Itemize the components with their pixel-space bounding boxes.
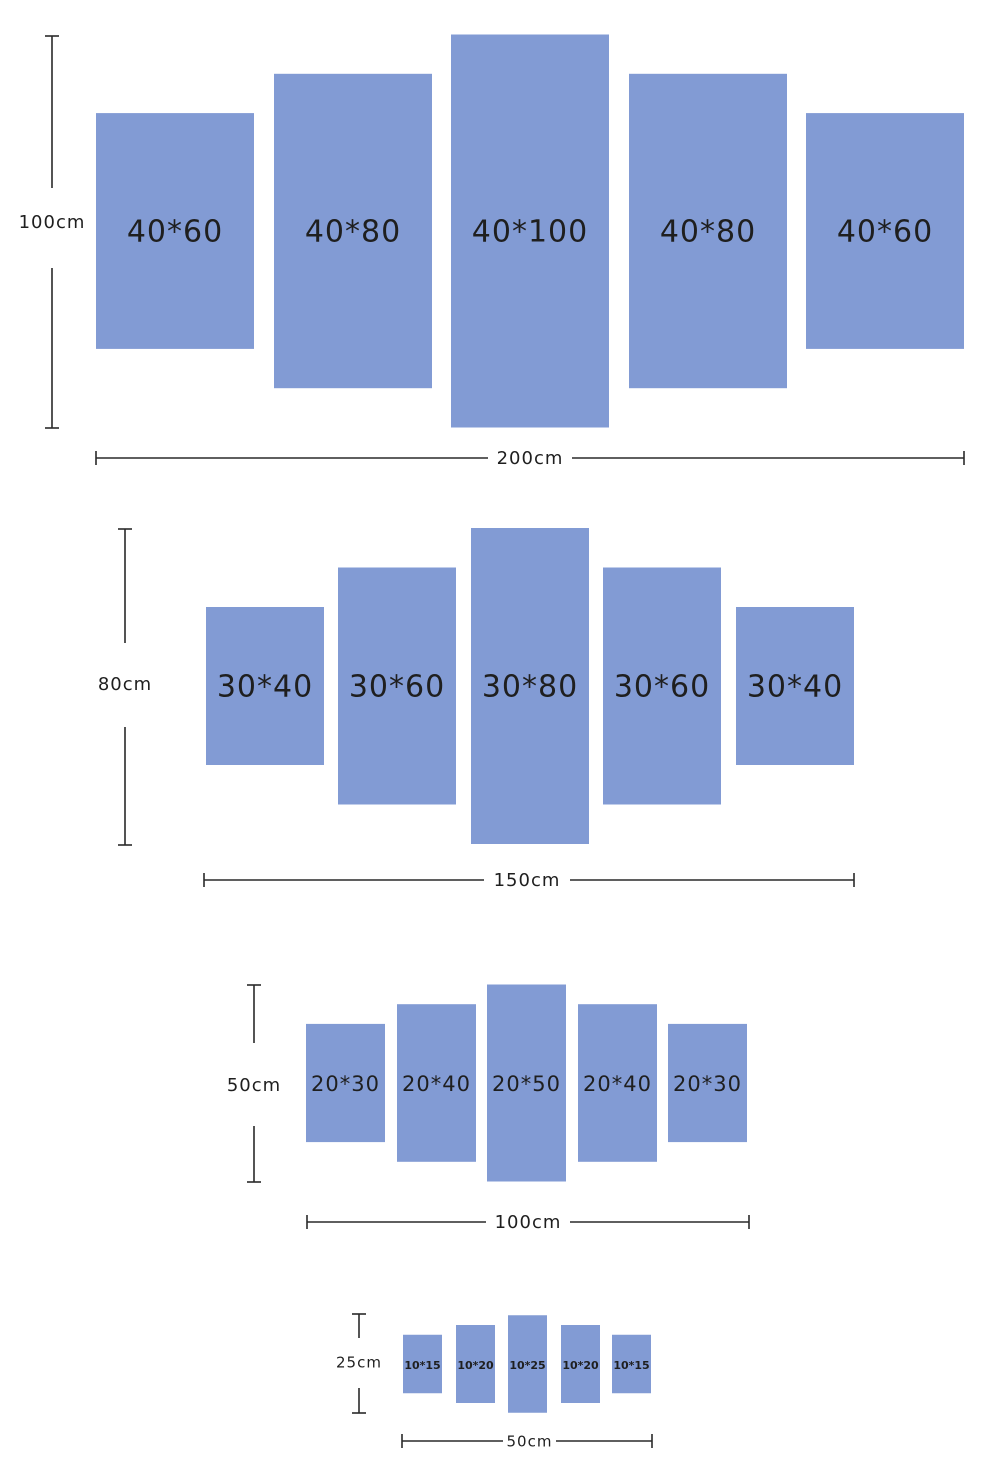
panel: 40*80 — [274, 73, 432, 389]
height-dimension: 25cm — [336, 1313, 382, 1414]
width-label: 200cm — [497, 448, 564, 469]
panel-size-label: 40*60 — [837, 215, 933, 250]
panel-size-label: 30*40 — [747, 670, 843, 705]
panel-rect — [338, 567, 456, 805]
panel-size-label: 20*30 — [673, 1072, 742, 1096]
panel: 20*40 — [397, 1004, 476, 1162]
width-label: 100cm — [495, 1212, 562, 1233]
panel: 10*20 — [561, 1325, 600, 1403]
panel: 10*15 — [612, 1334, 651, 1394]
width-label: 150cm — [494, 870, 561, 891]
panel-rect — [668, 1023, 747, 1143]
panel-size-label: 40*80 — [305, 215, 401, 250]
panel-rect — [806, 113, 964, 349]
panel-size-label: 40*80 — [660, 215, 756, 250]
panel: 40*100 — [451, 34, 609, 428]
height-label: 100cm — [19, 212, 86, 233]
panel-size-label: 20*40 — [402, 1072, 471, 1096]
panel-rect — [508, 1315, 547, 1413]
panel: 30*40 — [206, 607, 324, 765]
panel-rect — [306, 1023, 385, 1143]
height-dimension: 80cm — [98, 528, 152, 846]
panel-rect — [487, 984, 566, 1182]
panel: 30*40 — [736, 607, 854, 765]
panel-rect — [403, 1334, 442, 1394]
size-set-mini: 10*15 10*20 10*25 10*20 10*15 25cm 50cm — [336, 1313, 653, 1451]
panel-size-label: 10*15 — [404, 1359, 440, 1372]
panel-size-label: 20*40 — [583, 1072, 652, 1096]
panel-rect — [206, 607, 324, 765]
panel-size-label: 20*30 — [311, 1072, 380, 1096]
panel: 20*40 — [578, 1004, 657, 1162]
panel-rect — [736, 607, 854, 765]
panel: 30*80 — [471, 528, 589, 844]
panel: 30*60 — [338, 567, 456, 805]
panel-size-label: 40*100 — [472, 215, 588, 250]
panel-size-label: 30*60 — [614, 670, 710, 705]
size-set-large: 40*60 40*80 40*100 40*80 40*60 100cm 200cm — [19, 34, 965, 469]
panel: 40*60 — [806, 113, 964, 349]
width-dimension: 200cm — [95, 448, 965, 469]
panel-size-label: 30*80 — [482, 670, 578, 705]
panel-size-label: 10*20 — [562, 1359, 599, 1372]
panel: 10*15 — [403, 1334, 442, 1394]
panel-size-label: 10*25 — [509, 1359, 545, 1372]
panel-rect — [274, 73, 432, 389]
height-dimension: 50cm — [227, 984, 281, 1183]
panel-rect — [603, 567, 721, 805]
panel-size-label: 20*50 — [492, 1072, 561, 1096]
panel: 40*80 — [629, 73, 787, 389]
height-label: 80cm — [98, 674, 152, 695]
width-dimension: 100cm — [306, 1212, 750, 1233]
panel: 10*25 — [508, 1315, 547, 1413]
panel-rect — [612, 1334, 651, 1394]
height-label: 25cm — [336, 1354, 382, 1372]
panel-size-label: 30*60 — [349, 670, 445, 705]
width-dimension: 50cm — [401, 1433, 653, 1451]
size-set-small: 20*30 20*40 20*50 20*40 20*30 50cm 100cm — [227, 984, 750, 1233]
panel-rect — [451, 34, 609, 428]
panel-size-label: 40*60 — [127, 215, 223, 250]
panel-rect — [629, 73, 787, 389]
width-dimension: 150cm — [203, 870, 855, 891]
panel-size-label: 10*20 — [457, 1359, 494, 1372]
width-label: 50cm — [507, 1433, 553, 1451]
panel: 20*30 — [306, 1023, 385, 1143]
panel-rect — [561, 1325, 600, 1403]
panel-rect — [456, 1325, 495, 1403]
panel-rect — [471, 528, 589, 844]
panel: 20*50 — [487, 984, 566, 1182]
panel: 10*20 — [456, 1325, 495, 1403]
panel-rect — [578, 1004, 657, 1162]
panel-size-label: 30*40 — [217, 670, 313, 705]
panel: 30*60 — [603, 567, 721, 805]
panel-rect — [96, 113, 254, 349]
panel-size-label: 10*15 — [613, 1359, 649, 1372]
panel-rect — [397, 1004, 476, 1162]
size-set-medium: 30*40 30*60 30*80 30*60 30*40 80cm 150cm — [98, 528, 855, 891]
panel: 40*60 — [96, 113, 254, 349]
panel: 20*30 — [668, 1023, 747, 1143]
height-dimension: 100cm — [19, 35, 86, 429]
height-label: 50cm — [227, 1075, 281, 1096]
